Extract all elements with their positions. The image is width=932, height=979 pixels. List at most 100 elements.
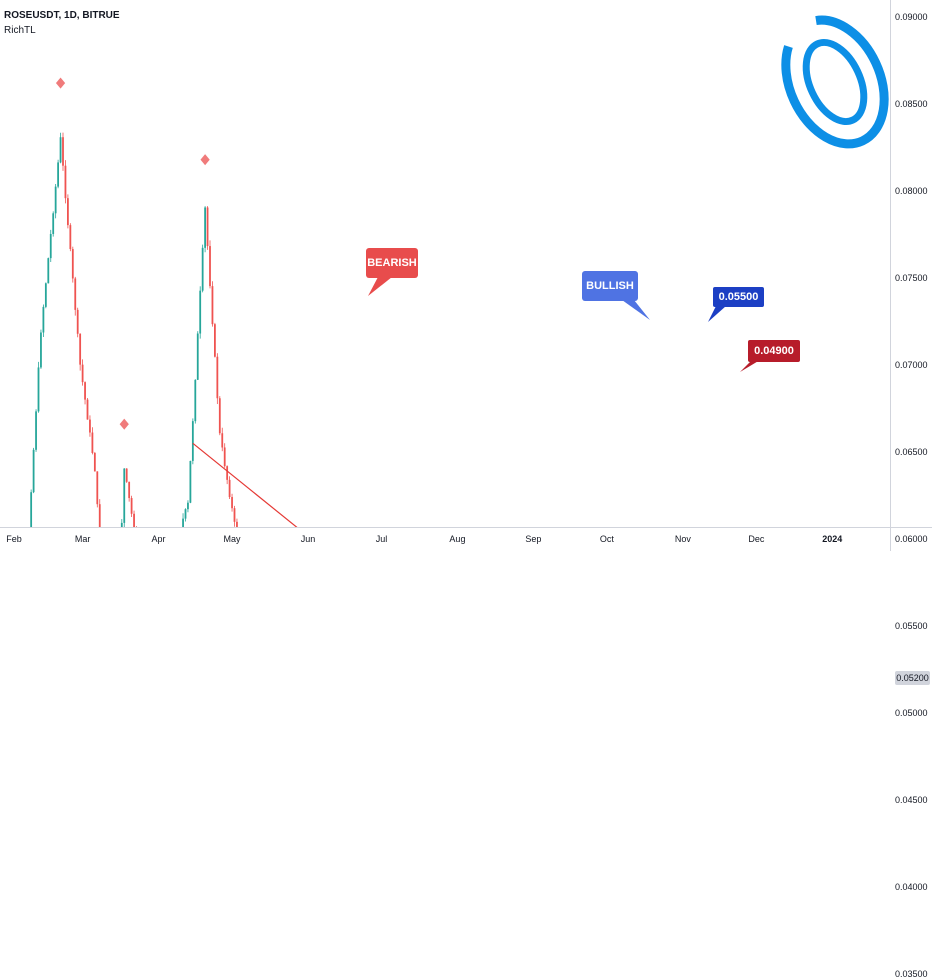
- candle-body: [231, 497, 233, 509]
- candle-body: [47, 258, 50, 284]
- swing-high-marker: [55, 76, 66, 90]
- target-pointer: [740, 360, 760, 372]
- time-tick: Jul: [375, 534, 388, 544]
- time-tick: Feb: [6, 534, 22, 544]
- trendline-upper: [192, 442, 747, 891]
- candle-body: [74, 278, 77, 310]
- candle-body: [128, 481, 131, 499]
- time-tick: Aug: [449, 534, 466, 544]
- swing-high-marker: [199, 153, 211, 167]
- candle-body: [98, 504, 101, 546]
- axis-corner: [890, 527, 932, 551]
- logo-icon: [781, 15, 889, 149]
- candle-body: [62, 137, 64, 166]
- time-tick: Apr: [151, 534, 166, 544]
- time-tick: Jun: [300, 534, 316, 544]
- chart-canvas[interactable]: ROSEUSDT, 1D, BITRUE RichTL BEARISH BULL…: [0, 0, 890, 979]
- price-tick: 0.05500: [895, 621, 928, 631]
- symbol-title: ROSEUSDT, 1D, BITRUE: [4, 10, 120, 21]
- candle-body: [191, 421, 194, 461]
- resistance-pointer: [708, 306, 726, 322]
- resistance-label: 0.05500: [713, 287, 764, 307]
- bullish-callout: BULLISH: [582, 271, 638, 301]
- candle-body: [79, 333, 82, 365]
- candle-body: [30, 492, 33, 531]
- candle-body: [93, 452, 96, 472]
- candle-body: [194, 379, 197, 422]
- candle-body: [133, 513, 135, 532]
- price-tick: 0.04500: [895, 795, 928, 805]
- chart-legend: ROSEUSDT, 1D, BITRUE RichTL: [4, 8, 120, 38]
- time-tick: Nov: [674, 534, 691, 544]
- candle-body: [187, 502, 189, 510]
- candle-body: [228, 479, 231, 498]
- bullish-pointer: [622, 300, 650, 320]
- candle-body: [189, 460, 192, 503]
- candle-body: [184, 509, 187, 519]
- candle-body: [123, 468, 126, 523]
- logo-inner-ring: [802, 38, 868, 126]
- candle-body: [209, 246, 211, 287]
- candle-body: [67, 198, 69, 226]
- candle-body: [37, 367, 40, 412]
- time-axis[interactable]: Feb Mar Apr May Jun Jul Aug Sep Oct Nov Dec 2024: [0, 527, 890, 551]
- time-tick: Oct: [599, 534, 614, 544]
- price-axis[interactable]: 0.09000 0.08500 0.08000 0.07500 0.07000 0.065…: [890, 0, 932, 979]
- time-tick: 2024: [822, 534, 843, 544]
- candle-body: [44, 283, 47, 307]
- time-tick: Dec: [748, 534, 765, 544]
- candle-body: [226, 466, 229, 480]
- candle-body: [223, 447, 226, 467]
- candle-body: [81, 364, 84, 383]
- candle-body: [32, 449, 35, 493]
- price-tick: 0.06000: [895, 534, 928, 544]
- candle-body: [71, 249, 74, 279]
- candle-body: [59, 137, 62, 163]
- time-tick: May: [223, 534, 241, 544]
- candle-body: [125, 468, 128, 482]
- time-tick: Mar: [74, 534, 91, 544]
- price-tick: 0.09000: [895, 12, 928, 22]
- price-tick: 0.08500: [895, 99, 928, 109]
- candle-body: [86, 399, 89, 420]
- swing-high-marker: [118, 417, 130, 431]
- indicator-name: RichTL: [4, 25, 36, 36]
- current-price-tag: 0.05200: [895, 671, 930, 686]
- candle-body: [196, 333, 199, 380]
- price-tick: 0.06500: [895, 447, 928, 457]
- candle-body: [201, 247, 204, 291]
- candle-body: [216, 356, 219, 399]
- price-tick: 0.04000: [895, 882, 928, 892]
- candle-body: [64, 165, 67, 199]
- chart-svg: [0, 15, 890, 979]
- target-label: 0.04900: [748, 340, 800, 362]
- candle-body: [89, 419, 91, 433]
- candle-body: [52, 213, 55, 234]
- candle-body: [233, 508, 236, 522]
- candle-body: [35, 411, 37, 450]
- candle-body: [214, 324, 216, 357]
- candle-body: [206, 207, 209, 247]
- time-tick: Sep: [525, 534, 542, 544]
- price-tick: 0.07500: [895, 273, 928, 283]
- candle-body: [54, 186, 57, 214]
- candle-body: [221, 433, 224, 448]
- bearish-callout: BEARISH: [366, 248, 418, 278]
- candle-body: [199, 290, 202, 334]
- candle-body: [218, 398, 221, 434]
- candle-body: [42, 306, 45, 333]
- candle-body: [49, 233, 52, 259]
- candle-body: [91, 432, 94, 453]
- candle-body: [182, 518, 184, 529]
- candle-body: [40, 332, 42, 368]
- price-tick: 0.05000: [895, 708, 928, 718]
- candle-body: [96, 471, 99, 505]
- candle-body: [84, 382, 86, 400]
- candle-body: [76, 309, 79, 334]
- price-tick: 0.07000: [895, 360, 928, 370]
- price-tick: 0.08000: [895, 186, 928, 196]
- price-tick: 0.03500: [895, 969, 928, 979]
- candle-body: [130, 498, 133, 514]
- candle-body: [69, 225, 72, 250]
- candle-body: [211, 286, 214, 325]
